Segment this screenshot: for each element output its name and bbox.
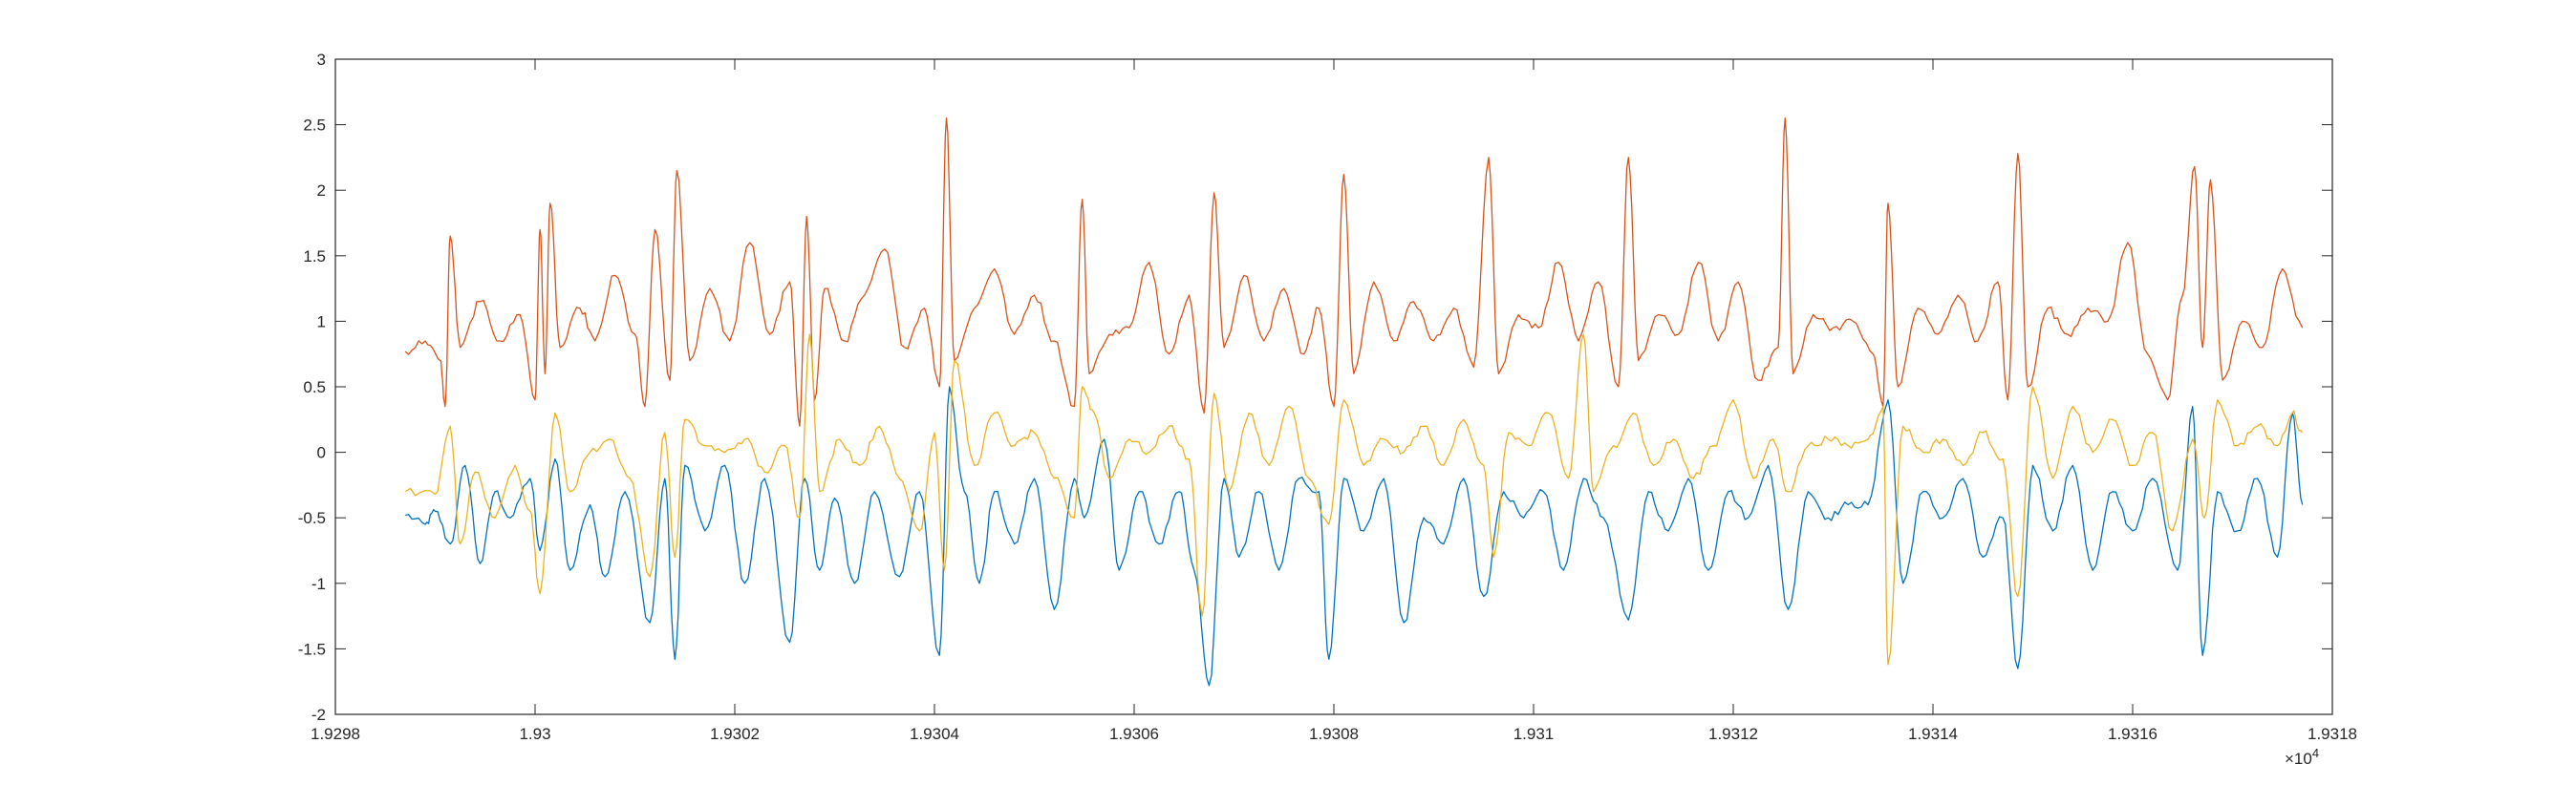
x-axis-exponent-power: 4 bbox=[2312, 746, 2319, 760]
y-tick-label: 3 bbox=[317, 51, 326, 69]
x-tick-label: 1.93 bbox=[519, 725, 550, 743]
y-tick-label: 0.5 bbox=[303, 378, 326, 396]
y-axis-ticks bbox=[335, 58, 2332, 715]
x-tick-label: 1.9298 bbox=[311, 725, 360, 743]
y-tick-label: -0.5 bbox=[298, 509, 326, 527]
x-axis-exponent-base: ×10 bbox=[2285, 750, 2312, 768]
y-axis-tick-labels: -2 -1.5 -1 -0.5 0 0.5 1 1.5 2 2.5 3 bbox=[298, 51, 326, 724]
x-axis-exponent-label: ×104 bbox=[2285, 746, 2319, 769]
series-layer bbox=[404, 117, 2304, 687]
series-line-3 bbox=[404, 333, 2304, 666]
x-tick-label: 1.9316 bbox=[2108, 725, 2157, 743]
x-tick-label: 1.9304 bbox=[910, 725, 959, 743]
x-axis-ticks bbox=[334, 59, 2333, 714]
x-tick-label: 1.931 bbox=[1513, 725, 1555, 743]
x-tick-label: 1.9318 bbox=[2308, 725, 2357, 743]
x-axis-tick-labels: 1.9298 1.93 1.9302 1.9304 1.9306 1.9308 1.931 1… bbox=[311, 725, 2357, 743]
y-tick-label: -1 bbox=[311, 575, 326, 593]
y-tick-label: 1 bbox=[317, 312, 326, 330]
x-tick-label: 1.9314 bbox=[1908, 725, 1958, 743]
x-tick-label: 1.9308 bbox=[1309, 725, 1359, 743]
y-tick-label: 0 bbox=[317, 444, 326, 462]
x-tick-label: 1.9306 bbox=[1109, 725, 1159, 743]
series-line-2 bbox=[404, 117, 2304, 427]
series-line-1 bbox=[405, 386, 2304, 687]
y-tick-label: 2.5 bbox=[303, 117, 326, 135]
x-tick-label: 1.9302 bbox=[710, 725, 760, 743]
x-tick-label: 1.9312 bbox=[1708, 725, 1758, 743]
y-tick-label: -2 bbox=[311, 706, 326, 724]
y-tick-label: 2 bbox=[317, 181, 326, 200]
y-tick-label: -1.5 bbox=[298, 640, 326, 658]
y-tick-label: 1.5 bbox=[303, 247, 326, 265]
